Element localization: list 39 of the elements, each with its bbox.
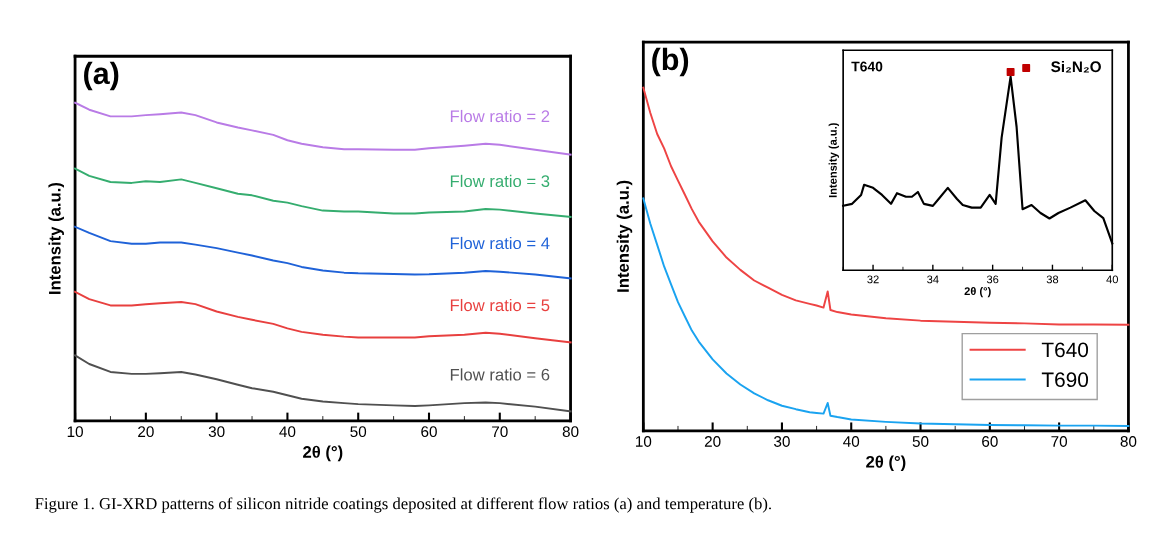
x-tick-label: 32 [867,275,879,284]
x-tick-label: 40 [843,436,860,447]
x-tick-label: 30 [774,436,790,447]
y-axis-title: Intensity (a.u.) [828,123,839,198]
x-tick-label: 34 [927,275,939,284]
legend-label: T640 [1041,342,1089,358]
series-label: Flow ratio = 3 [450,174,550,188]
x-tick-label: 40 [1106,275,1119,284]
x-tick-label: 10 [636,436,652,447]
x-tick-label: 60 [982,436,998,447]
series-label: Flow ratio = 6 [450,368,550,381]
series-label: Flow ratio = 5 [450,298,550,312]
text: (a) [84,61,119,91]
x-tick-label: 50 [350,426,367,438]
x-tick-label: 70 [1051,436,1068,447]
x-tick-label: 10 [67,426,83,438]
legend-label: T690 [1041,372,1089,388]
x-tick-label: 50 [912,436,929,447]
x-axis-title: 2θ (°) [866,455,906,471]
x-tick-label: 70 [492,426,508,438]
x-axis-title: 2θ (°) [303,445,343,462]
text: T640 [851,61,883,72]
x-tick-label: 36 [986,275,999,284]
x-tick-label: 20 [138,426,154,438]
series-label: Flow ratio = 4 [450,236,550,250]
caption: Figure 1. GI-XRD patterns of silicon nitride coatings deposited at different flow ratios (a) and temperature (b). [35,497,771,513]
x-axis-title: 2θ (°) [964,286,991,298]
x-tick-label: 40 [279,426,296,438]
x-tick-label: 30 [208,426,225,438]
x-tick-label: 80 [562,426,579,438]
legend-label: Si₂N₂O [1051,60,1101,73]
series-label: Flow ratio = 2 [450,109,550,123]
y-axis-title: Intensity (a.u.) [616,180,633,292]
y-axis-title: Intensity (a.u.) [48,182,64,294]
x-tick-label: 60 [421,426,437,438]
x-tick-label: 20 [704,436,721,447]
x-tick-label: 80 [1120,436,1137,447]
text: (b) [652,47,689,77]
x-tick-label: 38 [1046,275,1059,284]
